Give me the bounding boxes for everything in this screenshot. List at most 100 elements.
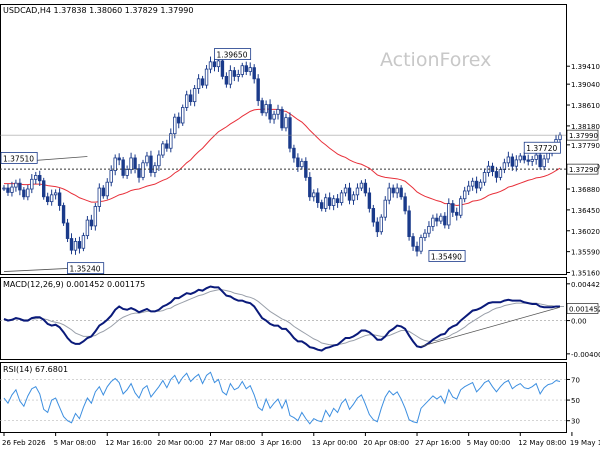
annotations-layer: 1.39650 1.37510 1.35240 1.37720 1.35490 (0, 48, 561, 275)
macd-panel: MACD(12,26,9) 0.001452 0.001175 0.004421… (0, 277, 600, 360)
candle-body (89, 219, 94, 227)
candle-body (26, 188, 30, 198)
candle-body (169, 133, 173, 149)
macd-y-ticks: 0.004421 0.00 -0.004001 0.001452 (0, 281, 600, 359)
candle-body (244, 65, 248, 72)
candle-body (399, 187, 403, 198)
macd-tick-label: 0.00 (571, 318, 587, 326)
candle-body (419, 237, 423, 252)
candle-body (288, 117, 292, 149)
candle-body (455, 211, 459, 216)
candle-body (300, 160, 304, 168)
candle-body (379, 216, 383, 233)
candle-body (423, 232, 427, 238)
candle-body (113, 157, 117, 171)
candle-body (141, 162, 145, 178)
candle-body (30, 178, 34, 190)
price-tick-label: 1.36020 (571, 228, 600, 236)
macd-tick-label: -0.004001 (571, 351, 600, 359)
candle-body (312, 192, 316, 198)
macd-signal-line (3, 289, 564, 346)
x-tick-label: 13 Apr 00:00 (312, 439, 358, 447)
candle-body (474, 180, 479, 189)
rsi-title: RSI(14) 67.6801 (3, 365, 68, 374)
candle-body (498, 169, 503, 178)
candle-body (81, 235, 86, 249)
price-title: USDCAD,H4 1.37838 1.38060 1.37829 1.3799… (3, 6, 193, 15)
macd-trendline (420, 306, 561, 347)
candle-body (228, 70, 233, 85)
candle-body (6, 187, 10, 193)
candle-body (10, 186, 14, 193)
candle-body (494, 171, 499, 178)
candle-body (510, 156, 515, 167)
candle-body (363, 182, 368, 194)
candle-body (395, 187, 399, 194)
candle-body (415, 245, 419, 252)
candle-body (443, 215, 447, 226)
candle-body (157, 154, 161, 167)
current-price-box (566, 129, 599, 141)
candle-body (65, 222, 70, 239)
x-tick-label: 3 Apr 16:00 (260, 439, 301, 447)
price-annotation-box (214, 48, 252, 60)
candle-body (177, 116, 181, 124)
candle-body (192, 88, 197, 103)
candle-body (367, 192, 372, 209)
candle-body (435, 217, 439, 222)
price-tick-label: 1.35160 (571, 270, 600, 278)
price-tick-label: 1.35590 (571, 249, 600, 257)
candle-body (280, 109, 284, 129)
candle-body (506, 156, 511, 164)
x-axis: 26 Feb 2026 5 Mar 08:00 12 Mar 16:00 20 Mar… (2, 432, 600, 447)
candle-body (220, 60, 225, 77)
candle-body (470, 180, 475, 187)
candle-body (73, 241, 78, 251)
candles-layer (2, 56, 562, 257)
candle-body (38, 175, 42, 182)
candle-body (137, 168, 141, 178)
candle-body (526, 159, 530, 162)
candle-body (502, 162, 507, 170)
candle-body (534, 154, 538, 160)
candle-body (188, 94, 193, 103)
candle-body (268, 104, 272, 120)
x-tick-label: 12 Mar 16:00 (105, 439, 152, 447)
candle-body (431, 217, 435, 227)
candle-body (403, 196, 407, 212)
candle-body (308, 176, 312, 198)
candle-body (216, 60, 221, 68)
candle-body (125, 169, 129, 176)
rsi-tick-label: 70 (571, 376, 580, 384)
candle-body (49, 194, 54, 203)
candle-body (530, 159, 534, 162)
rsi-line (3, 371, 561, 425)
candle-body (316, 192, 320, 204)
candle-body (451, 203, 455, 213)
candle-body (69, 238, 74, 251)
candle-body (522, 155, 526, 161)
candle-body (200, 78, 205, 86)
candle-body (109, 170, 113, 183)
candle-body (391, 187, 395, 194)
rsi-tick-label: 30 (571, 418, 580, 426)
candle-body (93, 206, 98, 227)
candle-body (2, 187, 6, 190)
price-y-ticks: 1.394101.390401.386101.381801.377901.373… (566, 63, 600, 278)
candle-body (407, 210, 411, 237)
macd-tick-label: 0.004421 (571, 281, 600, 289)
price-annotation-label: 1.35240 (70, 265, 101, 274)
candle-body (387, 187, 391, 201)
price-annotation-box (0, 152, 38, 164)
candle-body (77, 241, 82, 249)
candle-body (427, 225, 431, 234)
candle-body (248, 67, 252, 72)
x-tick-label: 5 Mar 08:00 (54, 439, 96, 447)
candle-body (260, 100, 264, 114)
price-panel: USDCAD,H4 1.37838 1.38060 1.37829 1.3799… (0, 4, 600, 278)
macd-value-box (566, 303, 599, 314)
candle-body (375, 221, 380, 233)
candle-body (181, 107, 185, 124)
